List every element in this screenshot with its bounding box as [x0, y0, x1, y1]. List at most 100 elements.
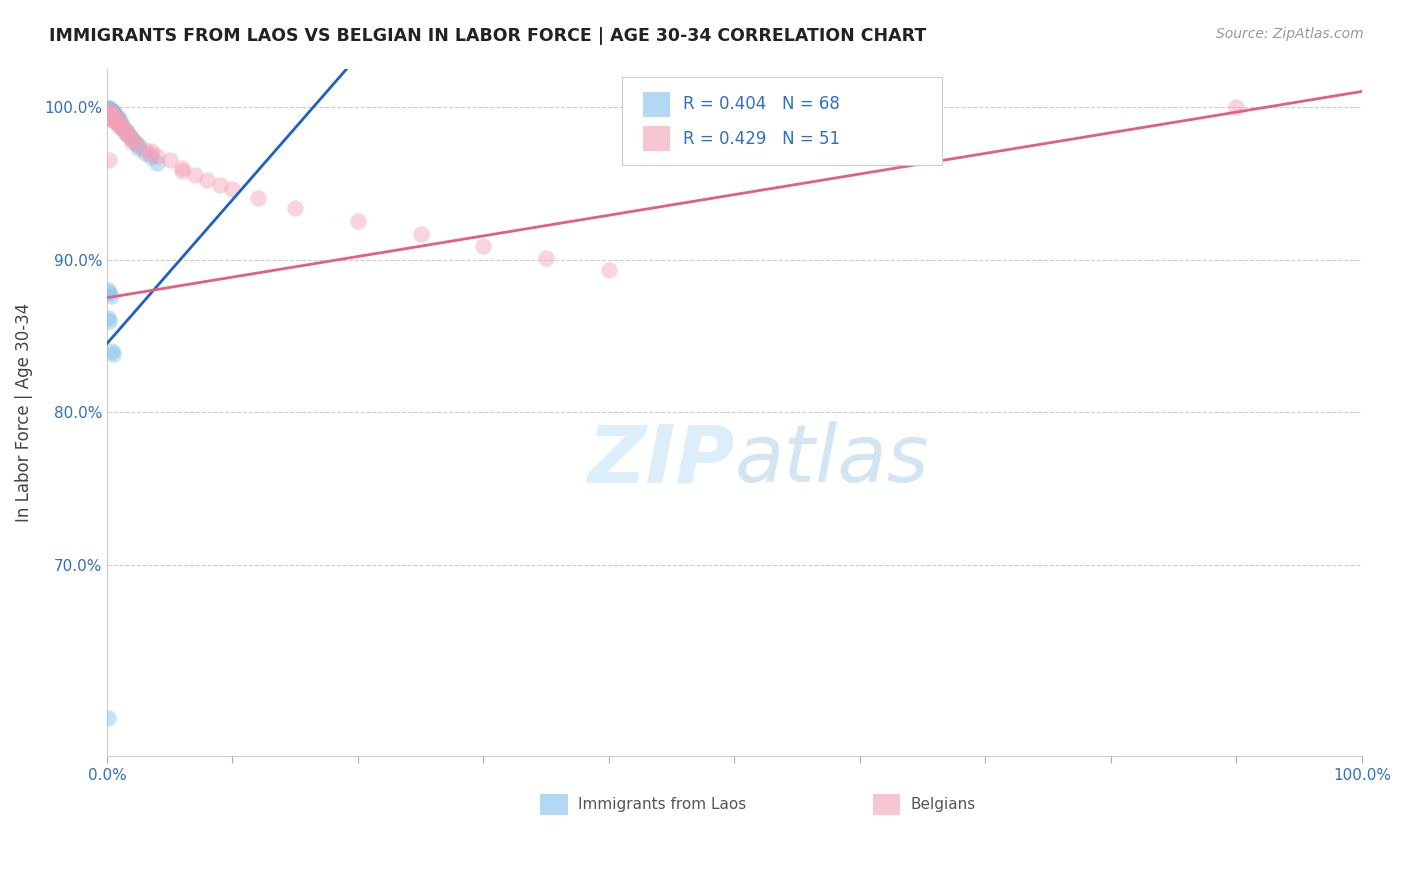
Text: ZIP: ZIP — [588, 422, 734, 500]
Point — [115, 127, 138, 141]
Point — [100, 103, 122, 117]
Point — [103, 111, 125, 125]
Point — [107, 115, 129, 129]
Point — [103, 105, 125, 120]
Point — [172, 161, 194, 175]
Point — [221, 182, 243, 196]
Point — [107, 112, 129, 126]
Point — [101, 107, 124, 121]
Point — [97, 105, 120, 120]
Point — [472, 239, 495, 253]
FancyBboxPatch shape — [540, 794, 568, 814]
Point — [97, 283, 120, 297]
Point — [100, 111, 122, 125]
Point — [101, 113, 124, 128]
Point — [124, 135, 146, 149]
Point — [103, 109, 125, 123]
Point — [284, 201, 307, 215]
Point — [98, 105, 121, 120]
Point — [118, 130, 141, 145]
FancyBboxPatch shape — [873, 794, 900, 814]
Point — [97, 711, 120, 725]
Point — [111, 120, 134, 134]
Point — [103, 107, 125, 121]
Point — [104, 109, 127, 123]
Point — [105, 113, 128, 128]
Point — [184, 169, 207, 183]
Point — [103, 111, 125, 125]
Text: IMMIGRANTS FROM LAOS VS BELGIAN IN LABOR FORCE | AGE 30-34 CORRELATION CHART: IMMIGRANTS FROM LAOS VS BELGIAN IN LABOR… — [49, 27, 927, 45]
Point — [104, 115, 127, 129]
Point — [103, 113, 125, 128]
Point — [105, 115, 128, 129]
Point — [598, 263, 620, 277]
Point — [114, 122, 136, 136]
Text: Belgians: Belgians — [910, 797, 976, 812]
Text: R = 0.429   N = 51: R = 0.429 N = 51 — [683, 129, 841, 148]
Point — [536, 251, 558, 265]
Point — [98, 313, 121, 327]
Point — [103, 113, 125, 128]
Point — [146, 156, 169, 170]
Point — [111, 118, 134, 132]
Point — [100, 109, 122, 123]
Point — [98, 101, 121, 115]
Point — [127, 137, 149, 152]
Y-axis label: In Labor Force | Age 30-34: In Labor Force | Age 30-34 — [15, 302, 32, 522]
Point — [97, 310, 120, 325]
Point — [100, 104, 122, 119]
Point — [347, 214, 370, 228]
Point — [98, 286, 121, 301]
Point — [195, 173, 218, 187]
Point — [108, 116, 131, 130]
Point — [121, 135, 143, 149]
Point — [107, 118, 129, 132]
Point — [103, 109, 125, 123]
Point — [101, 111, 124, 125]
Point — [127, 141, 149, 155]
Point — [139, 147, 162, 161]
Text: Source: ZipAtlas.com: Source: ZipAtlas.com — [1216, 27, 1364, 41]
Point — [103, 347, 125, 361]
Point — [105, 113, 128, 128]
Point — [101, 344, 124, 359]
Point — [98, 104, 121, 119]
Point — [103, 109, 125, 123]
Point — [111, 121, 134, 136]
Point — [105, 111, 128, 125]
Point — [103, 112, 125, 126]
Point — [101, 111, 124, 125]
Point — [101, 107, 124, 121]
Point — [139, 144, 162, 158]
Text: atlas: atlas — [734, 422, 929, 500]
Point — [98, 103, 121, 117]
Point — [98, 103, 121, 117]
Point — [108, 116, 131, 130]
Point — [97, 101, 120, 115]
Point — [101, 104, 124, 119]
Point — [104, 112, 127, 126]
Point — [103, 104, 125, 119]
Point — [101, 105, 124, 120]
Point — [100, 105, 122, 120]
Point — [100, 104, 122, 119]
Point — [134, 143, 156, 157]
Point — [159, 153, 181, 168]
Point — [100, 107, 122, 121]
FancyBboxPatch shape — [643, 127, 671, 151]
Point — [146, 148, 169, 162]
Point — [172, 164, 194, 178]
Point — [139, 150, 162, 164]
Point — [103, 107, 125, 121]
Point — [1225, 100, 1247, 114]
Point — [101, 109, 124, 123]
Point — [108, 113, 131, 128]
Point — [98, 153, 121, 168]
Point — [134, 145, 156, 160]
Point — [108, 120, 131, 134]
Point — [114, 122, 136, 136]
Point — [121, 132, 143, 146]
Point — [100, 289, 122, 303]
Point — [107, 115, 129, 129]
Point — [97, 107, 120, 121]
